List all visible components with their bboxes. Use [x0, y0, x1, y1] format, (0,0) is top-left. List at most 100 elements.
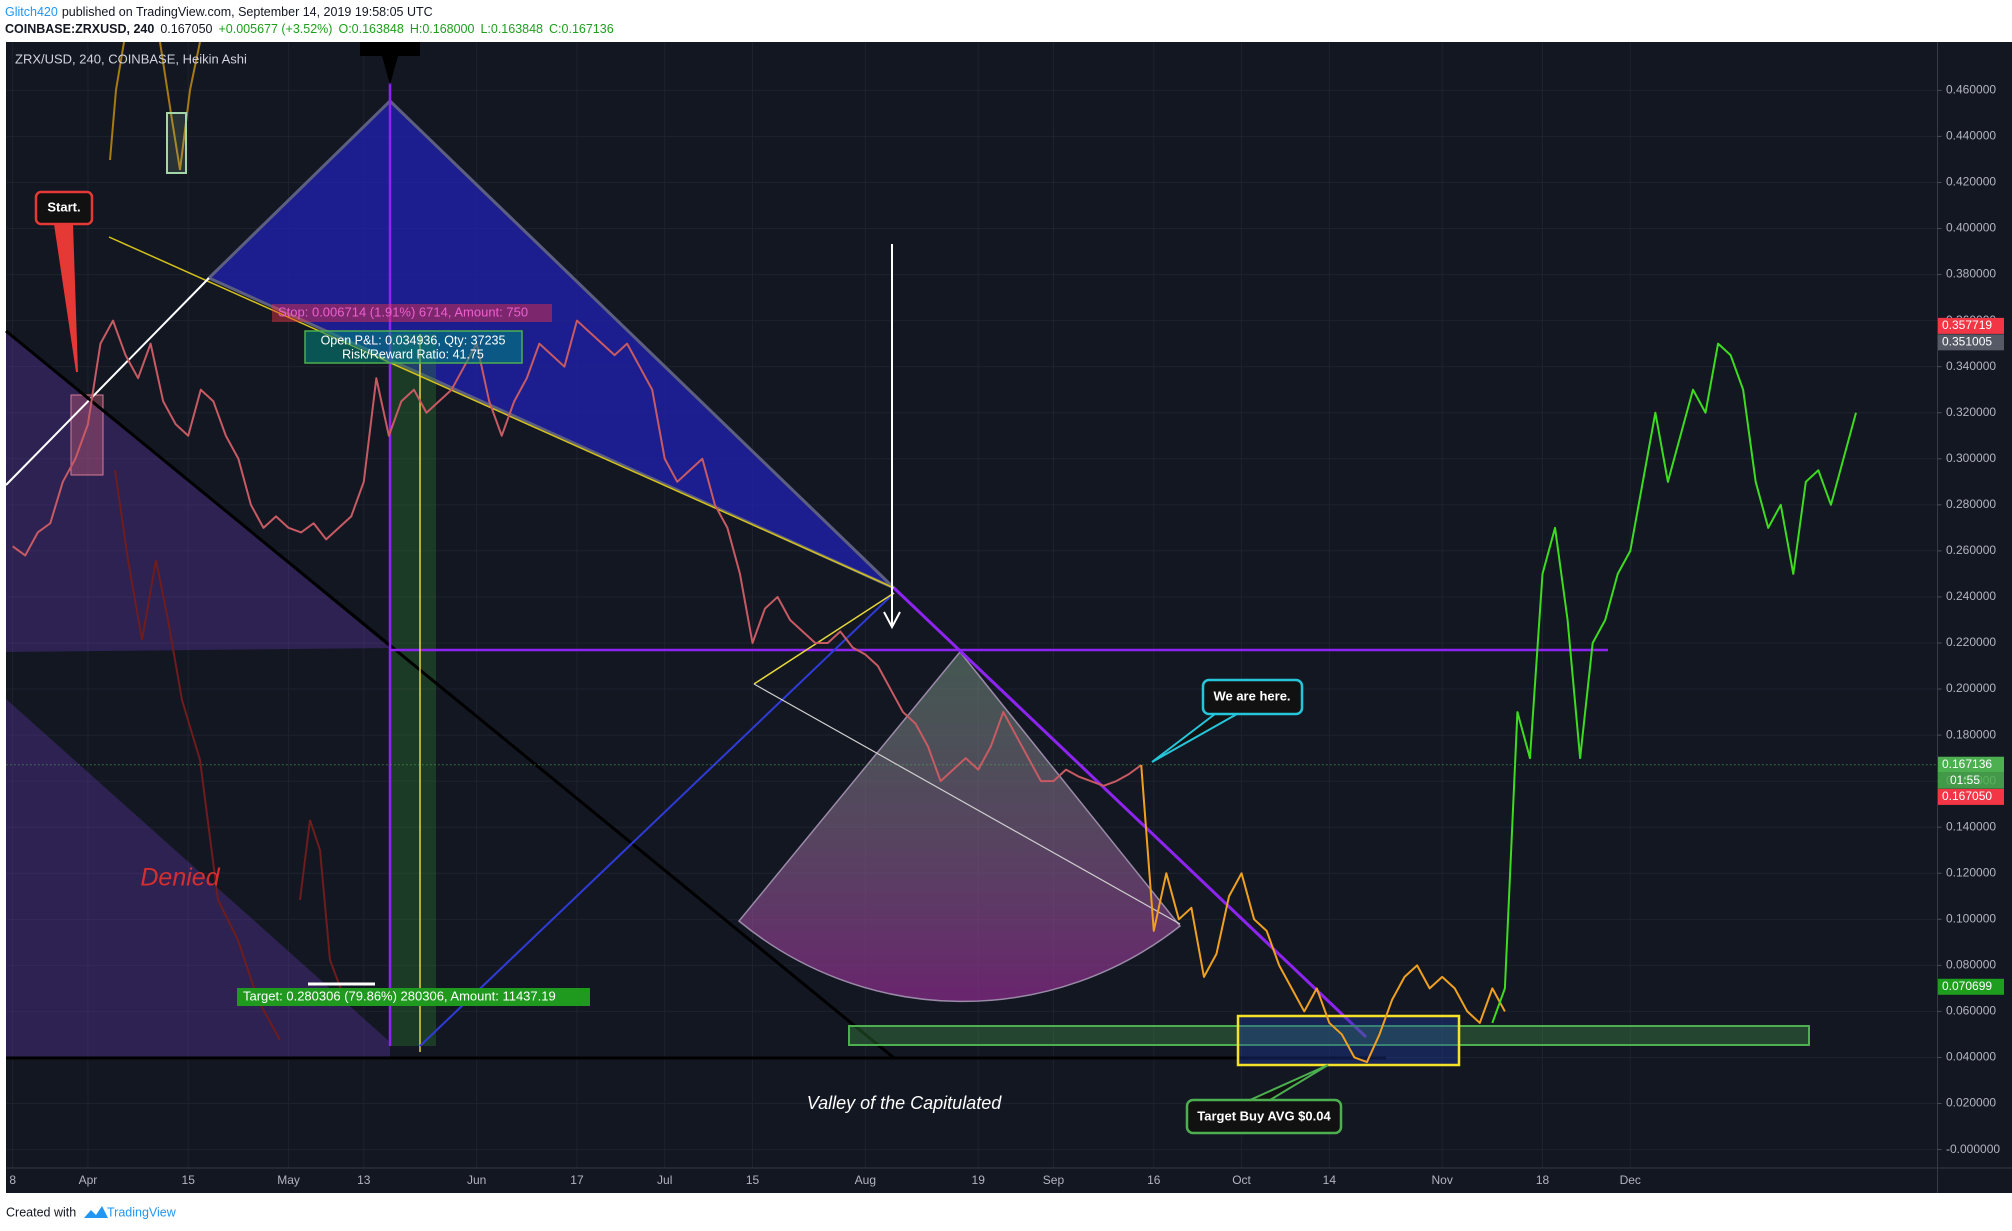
x-tick-label: Jun — [467, 1173, 486, 1187]
triangle — [206, 98, 896, 590]
price-badge — [1938, 317, 2004, 334]
y-tick-label: 0.280000 — [1946, 497, 1996, 511]
drawings — [5, 41, 1810, 1067]
y-tick-label: 0.120000 — [1946, 865, 1996, 879]
marker — [360, 42, 420, 85]
y-tick-label: 0.220000 — [1946, 635, 1996, 649]
callout-box — [1185, 1098, 1343, 1135]
buy-label: Target Buy AVG $0.04 — [1197, 1108, 1331, 1123]
footer-text: Created with — [6, 1205, 76, 1219]
x-tick-label: 19 — [972, 1173, 986, 1187]
footer-brand[interactable]: TradingView — [107, 1205, 177, 1219]
price-badge-label: 0.167136 — [1942, 757, 1992, 771]
countdown-badge — [1938, 772, 2004, 789]
ohlc: H:0.168000 — [410, 22, 475, 36]
here-label: We are here. — [1213, 688, 1290, 703]
x-tick-label: 18 — [1536, 1173, 1550, 1187]
stop-label: Stop: 0.006714 (1.91%) 6714, Amount: 750 — [278, 304, 528, 319]
ghost-line — [114, 469, 281, 1041]
x-tick-label: 17 — [570, 1173, 584, 1187]
ohlc: L:0.163848 — [480, 22, 543, 36]
symbol-line: COINBASE:ZRXUSD, 240 0.167050 +0.005677 (+… — [5, 22, 614, 36]
y-tick-label: 0.460000 — [1946, 83, 1996, 97]
y-tick-label: 0.320000 — [1946, 405, 1996, 419]
y-tick-label: 0.020000 — [1946, 1096, 1996, 1110]
target-box — [237, 988, 590, 1006]
valley-label: Valley of the Capitulated — [807, 1093, 1002, 1113]
zone — [166, 112, 187, 174]
callout-box — [1201, 678, 1304, 716]
price-badge-label: 0.167050 — [1942, 789, 1992, 803]
logo — [84, 1206, 108, 1218]
y-tick-label: 0.060000 — [1946, 1004, 1996, 1018]
x-tick-label: Sep — [1043, 1173, 1065, 1187]
arrow-head — [883, 611, 901, 630]
y-tick-label: 0.340000 — [1946, 359, 1996, 373]
price-badge-label: 0.357719 — [1942, 318, 1992, 332]
publisher: Glitch420 — [5, 5, 58, 19]
target-zone — [390, 334, 436, 1046]
trend-line — [753, 592, 895, 685]
trend-line — [419, 592, 895, 1047]
x-tick-label: Oct — [1232, 1173, 1251, 1187]
axes: -0.000000 0.020000 0.040000 0.060000 0.08000… — [9, 83, 2004, 1187]
zone — [70, 394, 104, 476]
chart-title: ZRX/USD, 240, COINBASE, Heikin Ashi — [15, 51, 247, 66]
trend-line — [108, 236, 895, 589]
y-tick-label: 0.400000 — [1946, 221, 1996, 235]
price-badge-label: 0.070699 — [1942, 979, 1992, 993]
x-tick-label: Apr — [79, 1173, 98, 1187]
ohlc: C:0.167136 — [549, 22, 614, 36]
trend-line — [892, 586, 1368, 1039]
countdown-label: 01:55 — [1950, 773, 1980, 787]
y-tick-label: -0.000000 — [1946, 1142, 2000, 1156]
price-badge-label: 0.351005 — [1942, 335, 1992, 349]
y-tick-label: 0.420000 — [1946, 175, 1996, 189]
ghost-line — [299, 819, 346, 1001]
annotations: ZRX/USD, 240, COINBASE, Heikin Ashi Star… — [15, 51, 1343, 1135]
x-tick-label: 16 — [1147, 1173, 1161, 1187]
price-badge — [1938, 978, 2004, 995]
price-line — [12, 319, 1142, 787]
header-line: Glitch420 published on TradingView.com, S… — [5, 5, 433, 19]
y-tick-label: 0.180000 — [1946, 727, 1996, 741]
symbol: COINBASE:ZRXUSD, 240 — [5, 22, 154, 36]
fib-sector — [737, 650, 1182, 1003]
published: published on TradingView.com, September … — [62, 5, 433, 19]
price-line — [1491, 342, 1857, 1024]
x-tick-label: Dec — [1620, 1173, 1641, 1187]
y-tick-label: 0.200000 — [1946, 681, 1996, 695]
price-badge — [1938, 756, 2004, 773]
y-tick-label: 0.080000 — [1946, 958, 1996, 972]
x-tick-label: 13 — [357, 1173, 371, 1187]
x-tick-label: Aug — [855, 1173, 876, 1187]
zone — [6, 699, 390, 1058]
y-tick-label: 0.100000 — [1946, 911, 1996, 925]
callout-pointer — [54, 223, 78, 373]
trend-line — [5, 329, 895, 1060]
x-tick-label: May — [277, 1173, 300, 1187]
ghost-line — [159, 41, 201, 171]
trend-line — [753, 683, 1181, 925]
price-badge — [1938, 788, 2004, 805]
x-tick-label: Nov — [1432, 1173, 1453, 1187]
y-tick-label: 0.440000 — [1946, 129, 1996, 143]
y-tick-label: 0.240000 — [1946, 589, 1996, 603]
y-tick-label: 0.260000 — [1946, 543, 1996, 557]
buy-zone — [848, 1025, 1810, 1046]
x-tick-label: Jul — [657, 1173, 672, 1187]
y-tick-label: 0.140000 — [1946, 819, 1996, 833]
stop-box — [272, 304, 552, 322]
trend-line — [5, 277, 210, 486]
buy-box — [1236, 1014, 1461, 1067]
pnl-label: Open P&L: 0.034936, Qty: 37235 — [321, 333, 506, 347]
last-price: 0.167050 — [160, 22, 212, 36]
change: +0.005677 (+3.52%) — [218, 22, 332, 36]
price-badge — [1938, 334, 2004, 351]
pnl-box — [304, 330, 523, 364]
y-tick-label: 0.300000 — [1946, 451, 1996, 465]
denied-label: Denied — [140, 864, 220, 892]
callout-box — [34, 190, 94, 226]
price-line — [1140, 764, 1506, 1064]
